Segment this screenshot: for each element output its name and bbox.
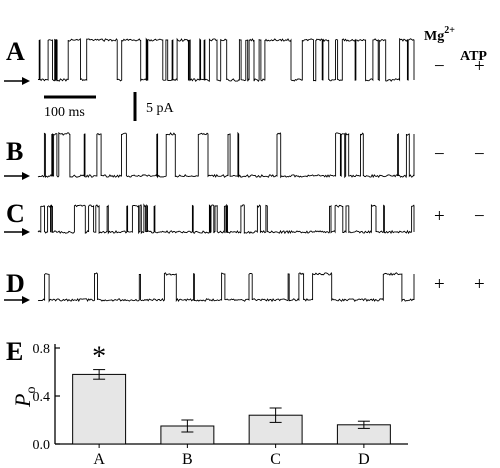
- x-tick-label-c: C: [270, 451, 281, 468]
- mg-sign-c: +: [434, 206, 445, 227]
- closed-level-arrow-c: [4, 228, 30, 236]
- panel-letter-b: B: [6, 137, 23, 166]
- trace-row-d: D + +: [4, 269, 485, 304]
- y-axis-label: Po: [10, 387, 39, 408]
- trace-c: [37, 203, 415, 235]
- trace-d: [37, 272, 415, 303]
- atp-sign-c: −: [474, 206, 485, 227]
- bar-a: [72, 373, 127, 445]
- scale-bars: 100 ms 5 pA: [44, 92, 175, 121]
- y-tick-label-1: 0.4: [33, 390, 51, 405]
- x-tick-label-a: A: [93, 451, 105, 468]
- panel-letter-e: E: [6, 337, 23, 366]
- x-tick-label-d: D: [358, 451, 370, 468]
- atp-sign-b: −: [474, 144, 485, 165]
- mg-sign-d: +: [434, 274, 445, 295]
- chart-labels: 0.0 0.4 0.8 A B C D *: [33, 342, 370, 468]
- trace-row-c: C + −: [4, 199, 485, 236]
- significance-marker-0: *: [92, 342, 106, 373]
- trace-row-b: B − −: [4, 131, 485, 180]
- atp-header: ATP: [460, 49, 487, 64]
- trace-row-a: A − +: [4, 37, 485, 85]
- panel-letter-a: A: [6, 37, 25, 66]
- x-tick-label-b: B: [182, 451, 193, 468]
- panel-e-chart: E Po 0.0 0.4 0.8 A B C D *: [6, 337, 408, 468]
- trace-b: [37, 131, 415, 179]
- panel-letter-d: D: [6, 269, 25, 298]
- trace-a: [37, 37, 415, 82]
- closed-level-arrow-d: [4, 296, 30, 304]
- y-tick-label-2: 0.8: [33, 342, 51, 357]
- panel-letter-c: C: [6, 199, 25, 228]
- closed-level-arrow-a: [4, 77, 30, 85]
- mg-header: Mg2+: [424, 25, 455, 44]
- mg-sign-b: −: [434, 144, 445, 165]
- chart-bars: [72, 369, 391, 445]
- mg-sign-a: −: [434, 56, 445, 77]
- atp-sign-d: +: [474, 274, 485, 295]
- atp-sign-a: +: [474, 56, 485, 77]
- y-tick-label-0: 0.0: [33, 438, 51, 453]
- current-scale-label: 5 pA: [146, 101, 175, 116]
- time-scale-label: 100 ms: [44, 105, 85, 120]
- closed-level-arrow-b: [4, 172, 30, 180]
